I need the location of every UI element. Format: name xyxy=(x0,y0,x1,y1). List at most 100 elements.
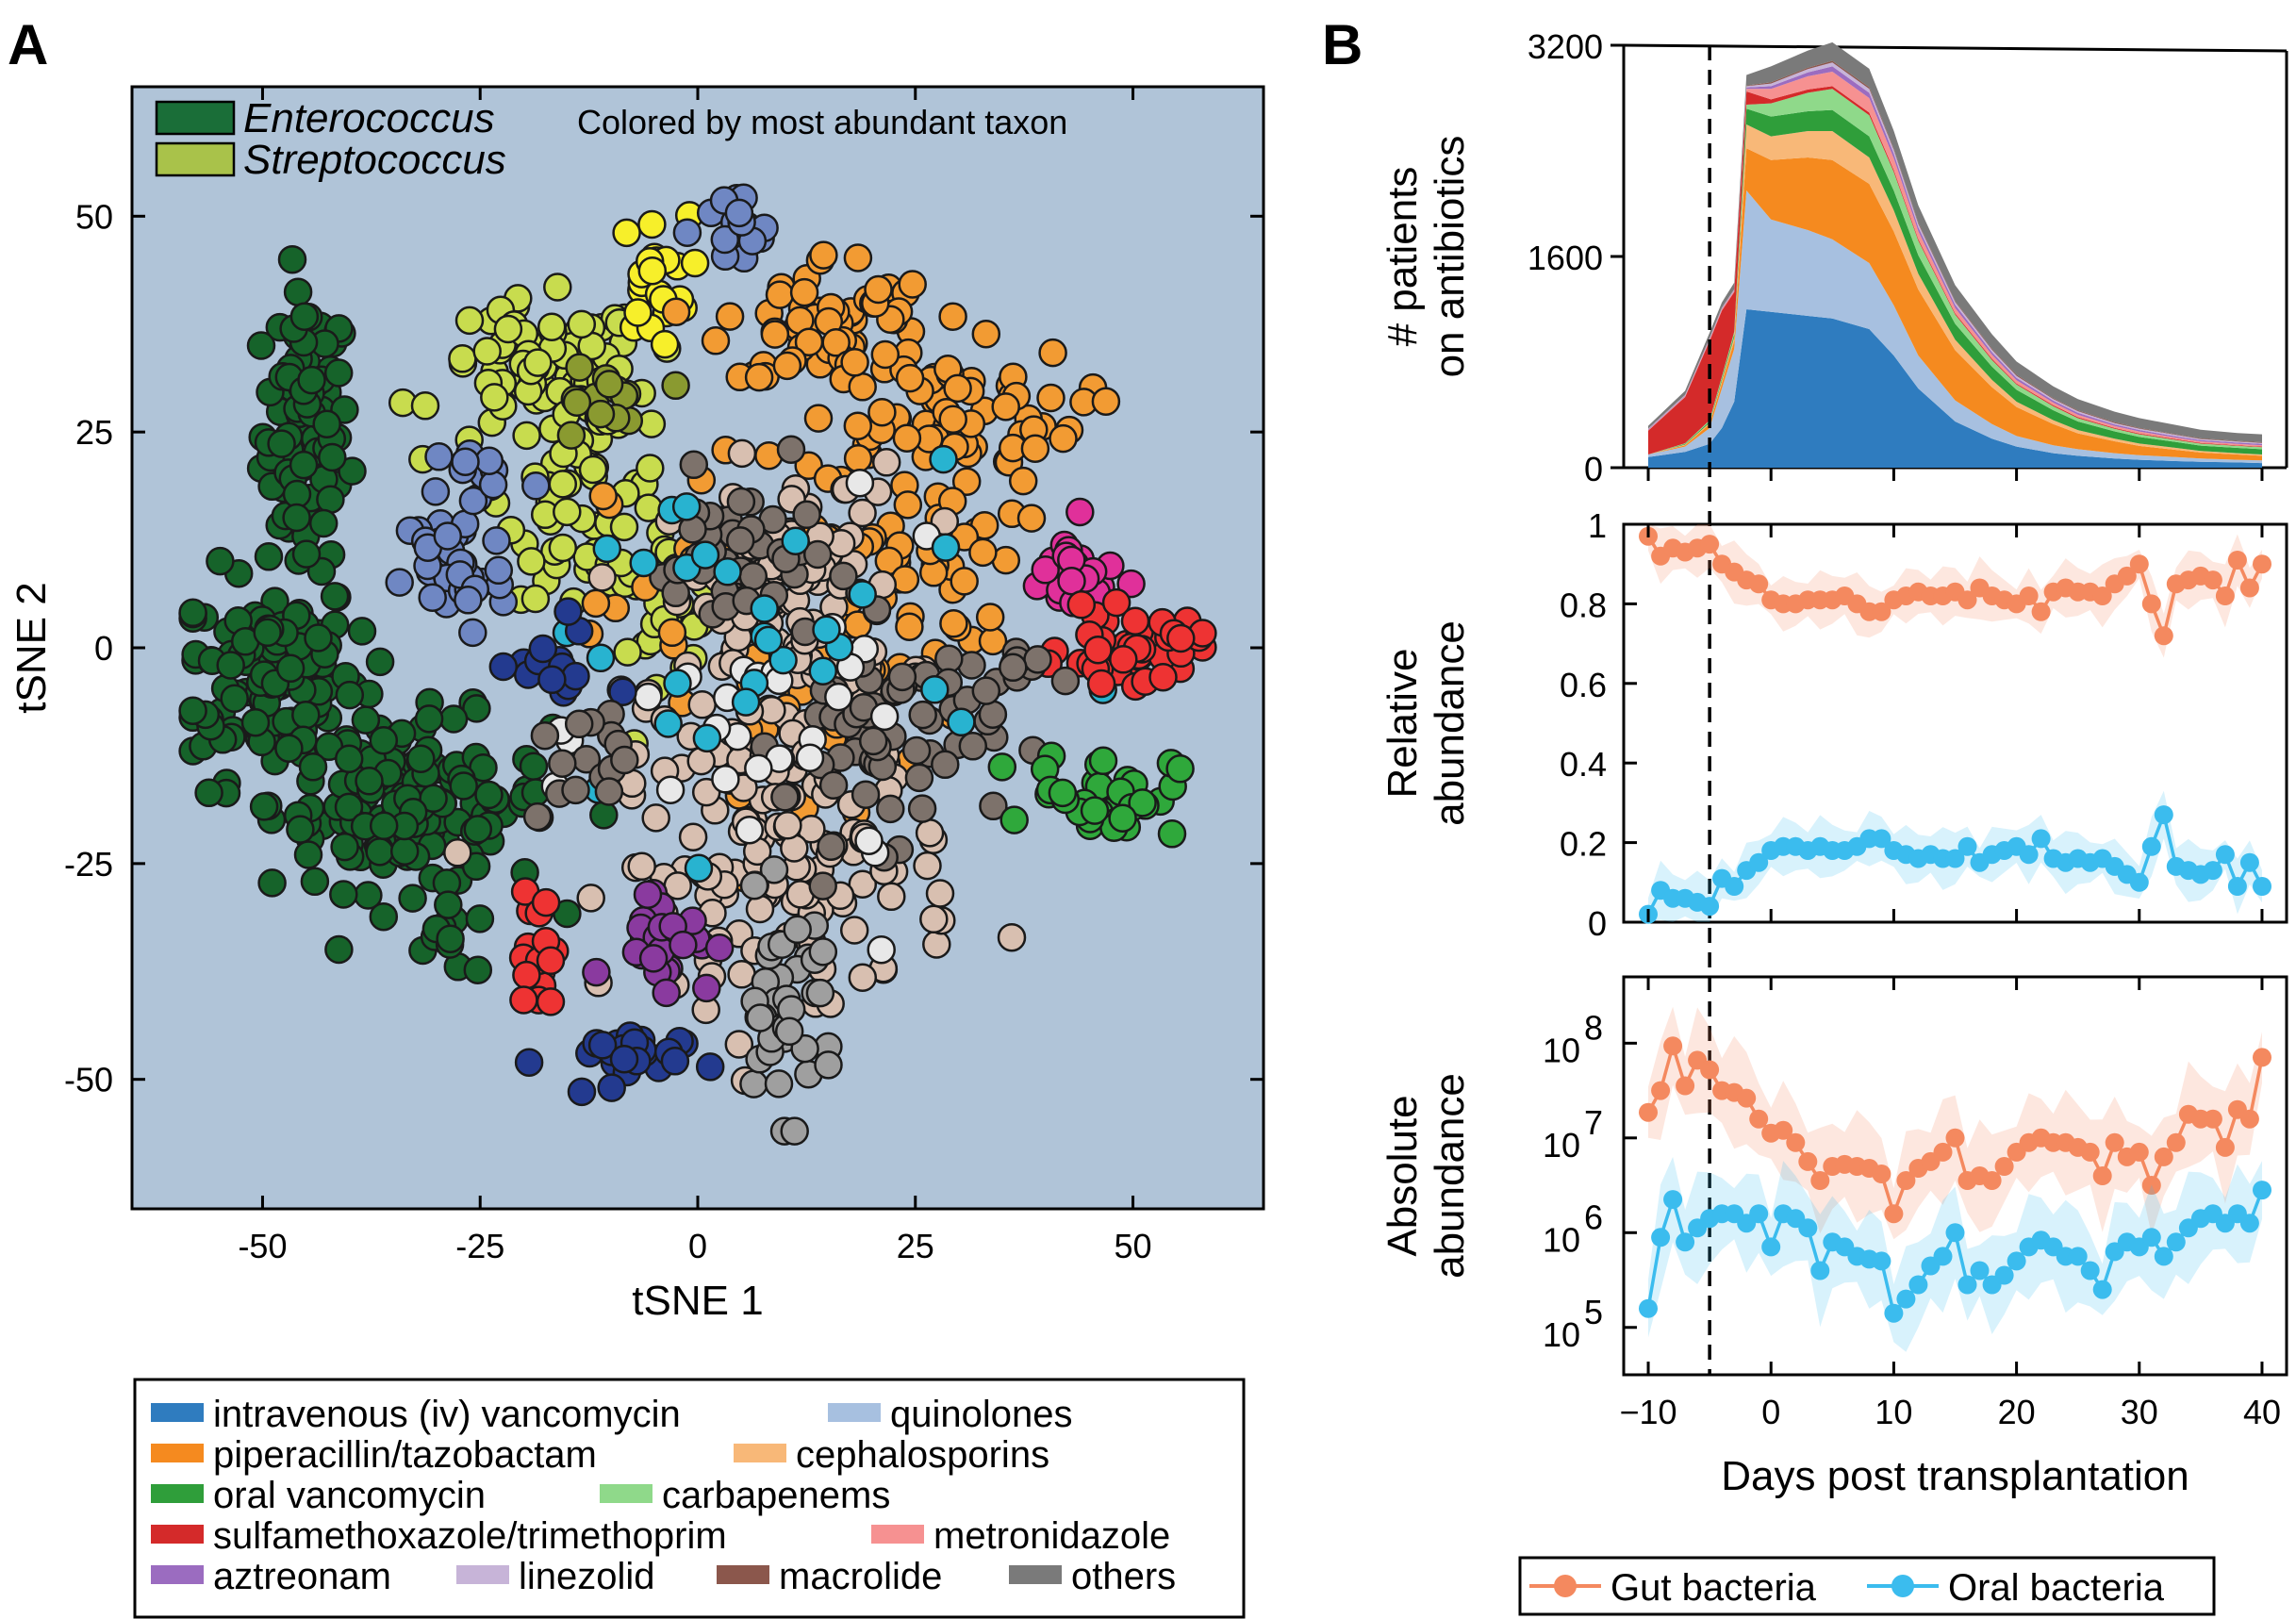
scatter-point xyxy=(867,397,897,427)
scatter-point xyxy=(597,1073,626,1102)
scatter-point xyxy=(451,447,480,476)
series-point xyxy=(2166,1232,2186,1252)
scatter-point xyxy=(536,946,566,976)
y-axis-label-line2: on antibiotics xyxy=(1427,136,1473,378)
scatter-point xyxy=(661,297,691,326)
scatter-point xyxy=(679,450,709,480)
y-tick-exponent: 8 xyxy=(1584,1008,1603,1047)
scatter-point xyxy=(1165,754,1195,784)
scatter-point xyxy=(282,503,311,533)
scatter-point xyxy=(887,662,917,692)
scatter-point xyxy=(764,1069,794,1099)
series-point xyxy=(2154,805,2173,825)
y-axis-label-line2: abundance xyxy=(1427,1073,1473,1279)
antibiotics-area-chart: 3200 1600 0 # patients on antibiotics xyxy=(1379,27,2288,1375)
legend-label: cephalosporins xyxy=(796,1434,1049,1476)
scatter-point xyxy=(1080,796,1110,825)
series-point xyxy=(2092,586,2112,605)
bacteria-legend: Gut bacteria Oral bacteria xyxy=(1518,1556,2216,1616)
scatter-point xyxy=(472,337,502,366)
y-axis-label-line1: Relative xyxy=(1379,649,1426,799)
area-series xyxy=(1648,190,2262,464)
scatter-point xyxy=(297,365,326,395)
scatter-point xyxy=(808,871,837,900)
series-point xyxy=(1639,1102,1658,1122)
scatter-point xyxy=(576,884,605,913)
series-point xyxy=(2080,1261,2100,1280)
scatter-point xyxy=(641,803,670,833)
scatter-point xyxy=(1036,383,1065,413)
scatter-point xyxy=(334,744,364,774)
scatter-point xyxy=(482,526,511,555)
scatter-point xyxy=(913,851,942,881)
series-point xyxy=(2253,1048,2271,1067)
scatter-point xyxy=(848,580,877,609)
scatter-point xyxy=(323,358,354,388)
scatter-point xyxy=(805,978,835,1008)
scatter-point xyxy=(950,567,979,596)
scatter-point xyxy=(582,957,611,987)
series-point xyxy=(1761,1237,1781,1257)
legend-label: quinolones xyxy=(890,1394,1073,1435)
scatter-point xyxy=(780,1116,809,1146)
scatter-point xyxy=(291,539,322,569)
scatter-point xyxy=(1057,566,1086,596)
scatter-point xyxy=(458,486,488,516)
scatter-point xyxy=(938,302,967,331)
scatter-point xyxy=(934,644,964,673)
scatter-point xyxy=(773,811,802,840)
scatter-point xyxy=(581,588,611,619)
y-tick-label: 0 xyxy=(1588,904,1607,943)
scatter-point xyxy=(690,540,720,570)
scatter-point xyxy=(178,696,207,725)
scatter-point xyxy=(892,423,922,453)
x-tick-label: -25 xyxy=(455,1227,504,1265)
scatter-point xyxy=(979,791,1008,821)
scatter-point xyxy=(829,561,858,591)
scatter-point xyxy=(548,749,577,778)
y-tick-label: 0.8 xyxy=(1560,586,1607,624)
scatter-point xyxy=(750,594,779,623)
series-point xyxy=(1884,1303,1904,1323)
scatter-point xyxy=(488,652,519,682)
scatter-point xyxy=(814,1050,843,1080)
series-point xyxy=(1737,1088,1757,1108)
series-point xyxy=(1945,849,1965,868)
scatter-point xyxy=(671,492,702,521)
scatter-point xyxy=(843,443,873,473)
series-point xyxy=(1933,1142,1953,1162)
scatter-point xyxy=(795,743,825,772)
scatter-point xyxy=(772,351,802,381)
series-point xyxy=(1933,1247,1953,1266)
series-point xyxy=(1700,897,1720,917)
scatter-point xyxy=(267,429,296,458)
scatter-point xyxy=(975,603,1005,632)
scatter-point xyxy=(818,770,849,801)
scatter-point xyxy=(991,392,1020,421)
series-point xyxy=(2203,861,2222,881)
series-point xyxy=(1957,836,1977,856)
scatter-point xyxy=(443,838,472,867)
scatter-point xyxy=(877,882,906,912)
plot-frame xyxy=(1622,975,2288,1377)
scatter-point xyxy=(692,723,722,753)
series-point xyxy=(1725,877,1744,896)
scatter-point xyxy=(971,676,1001,705)
scatter-point xyxy=(240,707,271,737)
scatter-point xyxy=(334,792,364,822)
tsne-chart: -50 -25 0 25 50 50 25 0 -25 -50 tSNE 1 tSNE 2 Entero… xyxy=(8,85,1265,1324)
scatter-point xyxy=(289,450,319,480)
series-point xyxy=(2239,1214,2259,1233)
scatter-point xyxy=(637,209,667,240)
scatter-point xyxy=(848,372,877,402)
scatter-point xyxy=(613,637,642,667)
x-axis-label: Days post transplantation xyxy=(1721,1453,2189,1499)
scatter-point xyxy=(436,924,465,953)
scatter-point xyxy=(623,298,652,327)
scatter-point xyxy=(318,442,347,472)
scatter-point xyxy=(537,665,567,695)
scatter-point xyxy=(652,978,681,1008)
scatter-point xyxy=(971,319,1001,349)
scatter-point xyxy=(553,597,583,626)
scatter-point xyxy=(943,373,972,404)
